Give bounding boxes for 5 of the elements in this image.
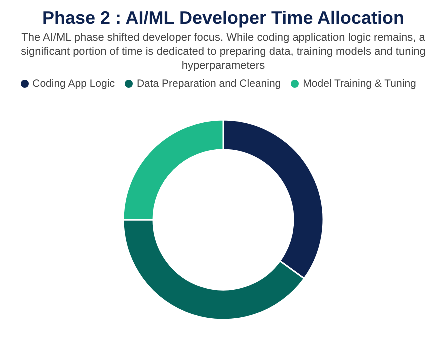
legend-label: Coding App Logic bbox=[32, 78, 115, 90]
legend-label: Model Training & Tuning bbox=[303, 78, 416, 90]
chart-subtitle: The AI/ML phase shifted developer focus. While coding application logic remains, a significant portion of time is dedicated to preparing data, training models and tuning hyperparameters bbox=[20, 31, 427, 73]
legend-label: Data Preparation and Cleaning bbox=[136, 78, 282, 90]
chart-title: Phase 2 : AI/ML Developer Time Allocation bbox=[41, 8, 406, 29]
